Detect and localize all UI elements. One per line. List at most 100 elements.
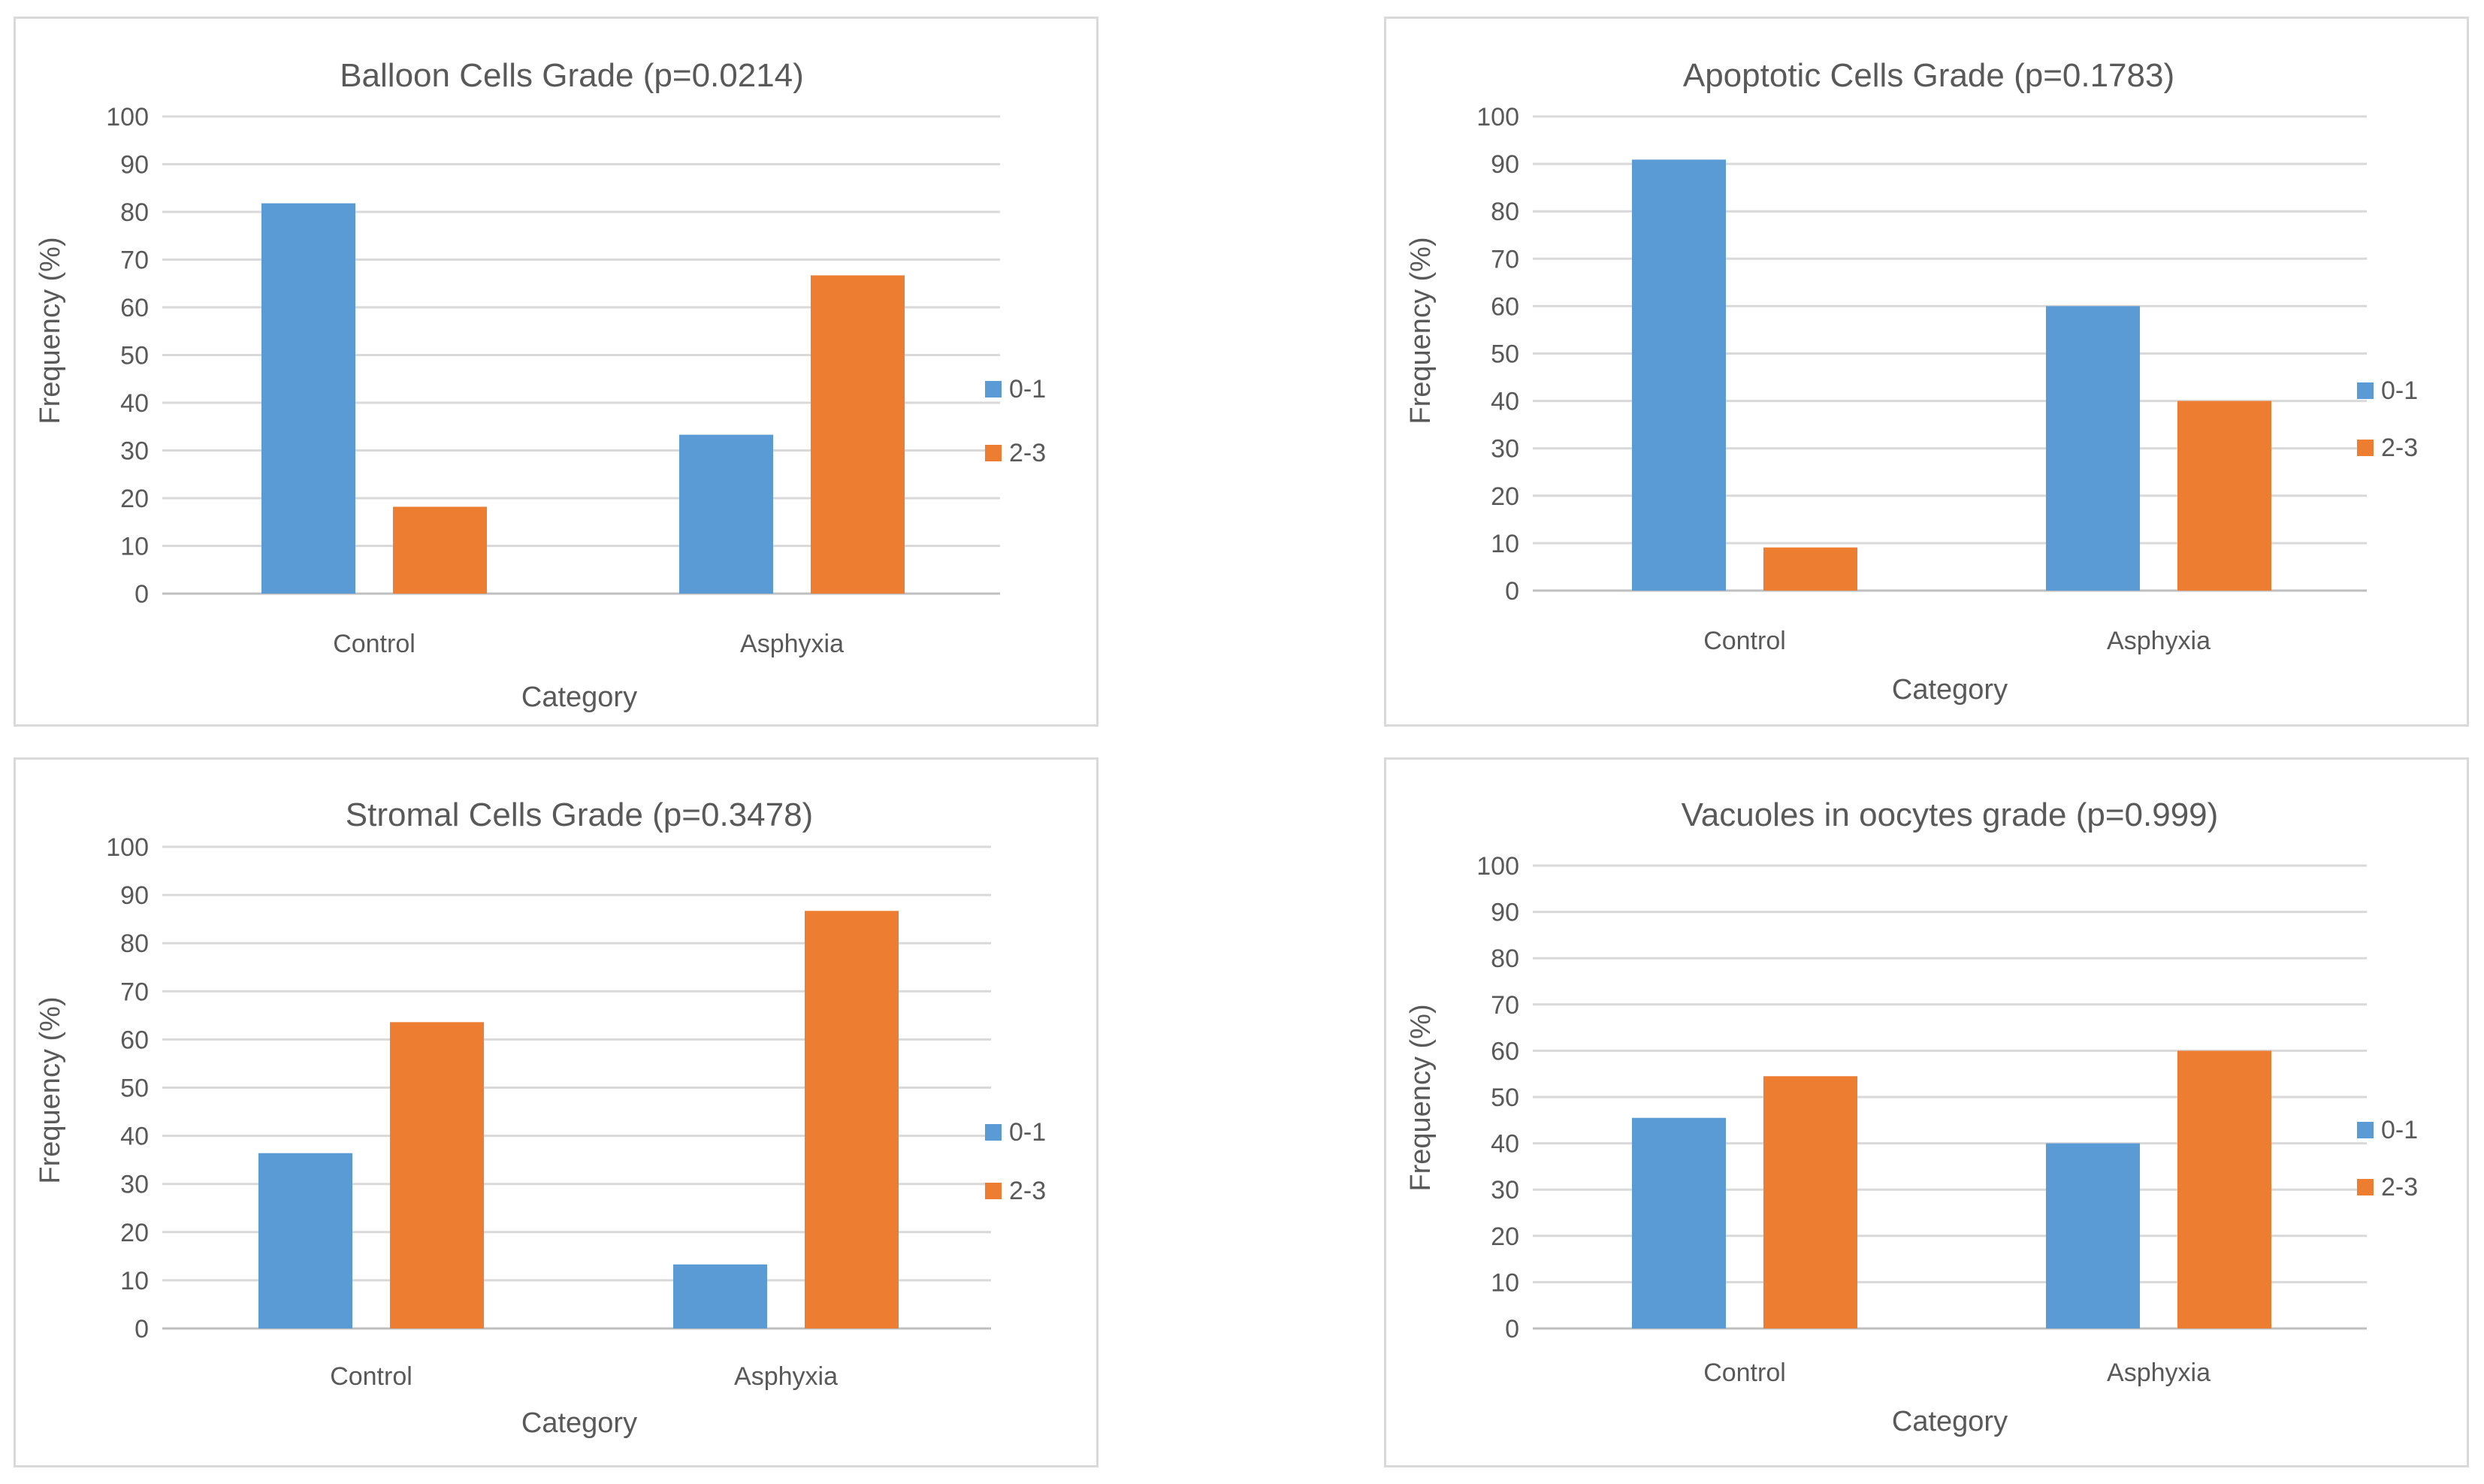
bar-control-2-3 [1763, 1076, 1857, 1328]
chart-title: Apoptotic Cells Grade (p=0.1783) [1683, 57, 2174, 94]
y-tick-label: 30 [1491, 435, 1519, 464]
chart-title: Stromal Cells Grade (p=0.3478) [346, 796, 813, 833]
chart-title: Vacuoles in oocytes grade (p=0.999) [1682, 796, 2219, 833]
x-tick-label: Asphyxia [2107, 1359, 2211, 1387]
y-tick-label: 50 [120, 1074, 149, 1103]
chart-svg: Vacuoles in oocytes grade (p=0.999) Freq… [1405, 796, 2418, 1437]
y-tick-label: 40 [120, 1123, 149, 1151]
y-tick-label: 60 [120, 1026, 149, 1054]
y-tick-label: 90 [1491, 899, 1519, 927]
legend-swatch-0-1 [2357, 1122, 2374, 1138]
legend-label-2-3: 2-3 [2381, 434, 2418, 462]
y-tick-label: 0 [1505, 1315, 1519, 1343]
x-tick-label: Control [330, 1362, 412, 1391]
legend-label-2-3: 2-3 [2381, 1173, 2418, 1201]
legend-label-0-1: 0-1 [2381, 376, 2418, 405]
x-axis-title: Category [1892, 674, 2008, 706]
bar-asphyxia-0-1 [2046, 306, 2140, 591]
y-axis-title: Frequency (%) [1405, 1004, 1437, 1191]
x-tick-label: Control [1703, 627, 1786, 655]
legend: 0-1 2-3 [2357, 1116, 2418, 1201]
chart-svg: Apoptotic Cells Grade (p=0.1783) Frequen… [1405, 57, 2418, 706]
legend-swatch-2-3 [985, 1183, 1002, 1199]
bar-control-2-3 [390, 1022, 484, 1328]
legend: 0-1 2-3 [985, 1118, 1046, 1205]
y-tick-label: 30 [1491, 1176, 1519, 1204]
y-tick-label: 70 [1491, 245, 1519, 274]
legend-label-0-1: 0-1 [2381, 1116, 2418, 1144]
bar-control-0-1 [261, 203, 355, 594]
y-tick-label: 90 [1491, 150, 1519, 179]
x-tick-label: Asphyxia [2107, 627, 2211, 655]
bar-asphyxia-2-3 [811, 275, 905, 594]
y-tick-label: 10 [120, 1267, 149, 1295]
legend-label-0-1: 0-1 [1009, 375, 1046, 403]
y-tick-label: 10 [1491, 530, 1519, 558]
y-tick-label: 30 [120, 1171, 149, 1199]
bar-asphyxia-0-1 [679, 434, 773, 594]
x-tick-label: Control [1703, 1359, 1786, 1387]
y-tick-label: 10 [120, 533, 149, 561]
legend-label-2-3: 2-3 [1009, 1177, 1046, 1205]
bar-asphyxia-2-3 [2177, 1050, 2271, 1328]
bar-asphyxia-2-3 [805, 911, 899, 1328]
y-axis-title: Frequency (%) [35, 996, 66, 1183]
x-tick-label: Asphyxia [740, 630, 844, 658]
y-tick-label: 60 [1491, 1037, 1519, 1065]
x-tick-label: Asphyxia [734, 1362, 838, 1391]
y-tick-label: 100 [1476, 103, 1519, 131]
bar-asphyxia-0-1 [673, 1264, 767, 1328]
legend-swatch-2-3 [2357, 1179, 2374, 1195]
legend-label-2-3: 2-3 [1009, 439, 1046, 467]
y-tick-label: 0 [134, 1315, 149, 1343]
y-tick-label: 100 [106, 833, 149, 862]
y-tick-label: 100 [106, 103, 149, 131]
y-tick-label: 100 [1476, 852, 1519, 881]
y-tick-label: 90 [120, 881, 149, 910]
y-tick-label: 50 [1491, 340, 1519, 369]
legend-swatch-2-3 [985, 445, 1002, 461]
y-tick-label: 90 [120, 151, 149, 180]
x-axis-title: Category [1892, 1406, 2008, 1437]
chart-panel-vacuoles-oocytes: Vacuoles in oocytes grade (p=0.999) Freq… [1384, 757, 2469, 1467]
bar-control-0-1 [258, 1153, 352, 1328]
legend: 0-1 2-3 [2357, 376, 2418, 462]
bar-control-0-1 [1632, 1117, 1726, 1328]
y-tick-label: 50 [1491, 1084, 1519, 1112]
y-tick-label: 20 [1491, 1223, 1519, 1251]
chart-panel-apoptotic-cells: Apoptotic Cells Grade (p=0.1783) Frequen… [1384, 17, 2469, 727]
y-tick-label: 10 [1491, 1268, 1519, 1297]
y-tick-label: 0 [134, 580, 149, 609]
y-tick-label: 40 [120, 389, 149, 418]
bar-asphyxia-2-3 [2177, 400, 2271, 591]
bar-control-2-3 [393, 506, 487, 594]
y-tick-label: 50 [120, 342, 149, 370]
chart-svg: Balloon Cells Grade (p=0.0214) Frequency… [35, 57, 1046, 713]
y-tick-label: 40 [1491, 1130, 1519, 1159]
y-tick-label: 30 [120, 437, 149, 466]
chart-panel-balloon-cells: Balloon Cells Grade (p=0.0214) Frequency… [14, 17, 1098, 727]
legend: 0-1 2-3 [985, 375, 1046, 467]
bar-control-0-1 [1632, 159, 1726, 591]
chart-title: Balloon Cells Grade (p=0.0214) [340, 57, 804, 94]
bar-control-2-3 [1763, 547, 1857, 591]
y-tick-label: 20 [120, 485, 149, 513]
y-tick-label: 60 [1491, 292, 1519, 321]
y-tick-label: 70 [120, 978, 149, 1006]
y-tick-label: 80 [120, 929, 149, 958]
x-tick-label: Control [333, 630, 416, 658]
y-tick-label: 70 [120, 246, 149, 275]
y-tick-label: 20 [120, 1219, 149, 1247]
chart-panel-stromal-cells: Stromal Cells Grade (p=0.3478) Frequency… [14, 757, 1098, 1467]
bar-asphyxia-0-1 [2046, 1143, 2140, 1328]
legend-swatch-0-1 [985, 381, 1002, 397]
y-tick-label: 60 [120, 294, 149, 322]
legend-label-0-1: 0-1 [1009, 1118, 1046, 1147]
legend-swatch-2-3 [2357, 440, 2374, 456]
y-tick-label: 70 [1491, 991, 1519, 1020]
chart-svg: Stromal Cells Grade (p=0.3478) Frequency… [35, 796, 1046, 1439]
y-tick-label: 0 [1505, 577, 1519, 606]
x-axis-title: Category [521, 682, 637, 713]
y-tick-label: 80 [1491, 198, 1519, 226]
y-tick-label: 80 [1491, 945, 1519, 973]
